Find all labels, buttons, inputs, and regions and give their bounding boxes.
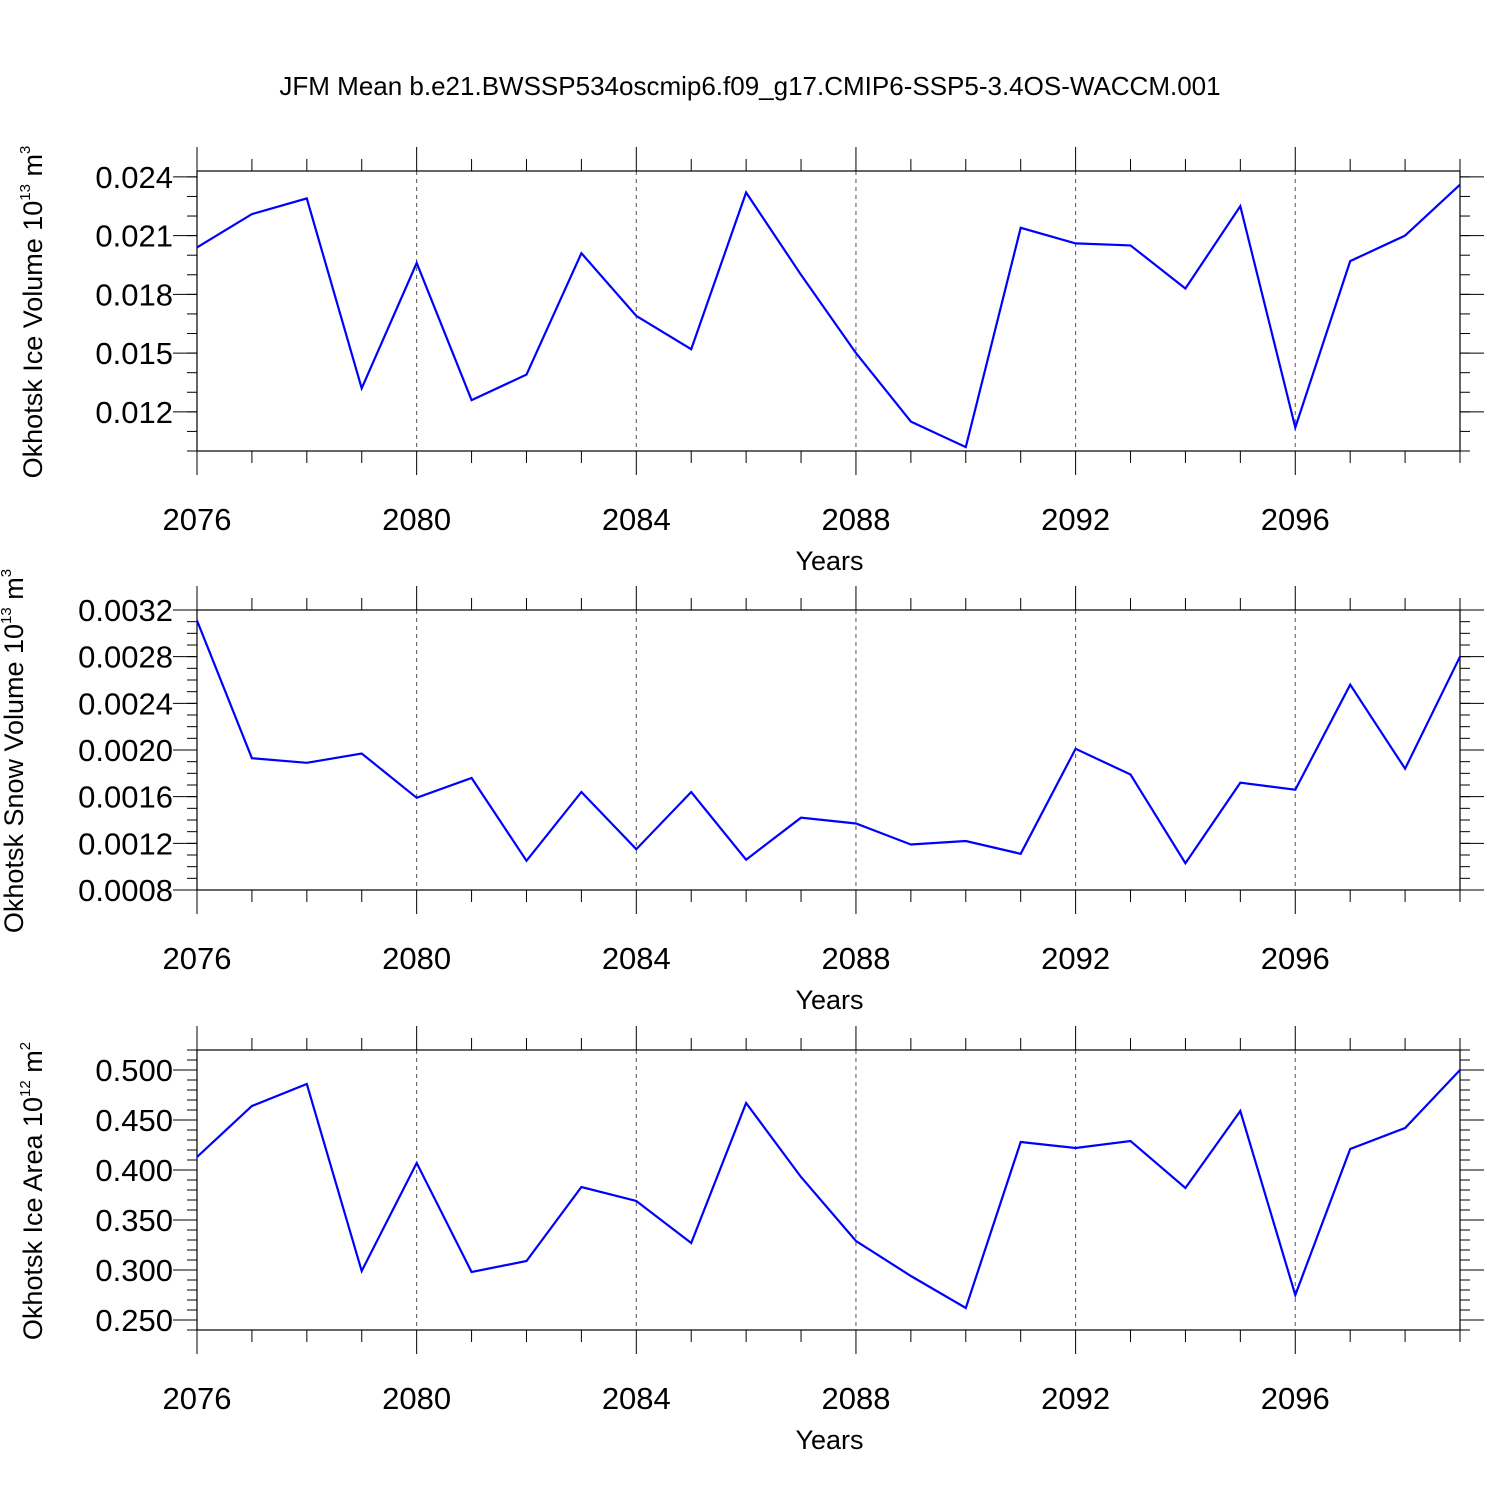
series-line [196,1069,1461,1310]
panel-ice-area: 2076 2080 2084 2088 2092 2096 0.250 0.300 0.350 0… [17,1026,1484,1455]
x-tick-label: 2096 [1261,941,1330,976]
y-tick-label: 0.0032 [78,593,173,628]
y-tick-label: 0.500 [95,1053,173,1088]
y-tick-label: 0.250 [95,1303,173,1338]
y-axis-label-unit-exponent: 3 [0,569,15,577]
y-tick-label: 0.0012 [78,826,173,861]
x-axis-label: Years [795,985,863,1015]
y-axis-label: Okhotsk Ice Volume 1013 m3 [17,146,48,479]
plot-frame [196,609,1461,891]
x-tick-label: 2088 [821,941,890,976]
y-tick-label: 0.350 [95,1203,173,1238]
y-tick-label: 0.0016 [78,780,173,815]
panel-snow-volume: 2076 2080 2084 2088 2092 2096 0.0008 0.0012 0.00… [0,569,1484,1015]
y-tick-label: 0.0028 [78,640,173,675]
series-line [195,620,1461,866]
x-tick-label: 2088 [821,502,890,537]
y-tick-label: 0.0008 [78,873,173,908]
y-tick-label: 0.300 [95,1253,173,1288]
figure-title: JFM Mean b.e21.BWSSP534oscmip6.f09_g17.C… [279,71,1220,101]
y-tick-label: 0.0020 [78,733,173,768]
x-tick-label: 2080 [382,941,451,976]
y-tick-label: 0.0024 [78,686,173,721]
y-axis-label-exponent: 13 [17,184,34,201]
y-axis-label-main: Okhotsk Ice Volume 10 [18,201,48,479]
y-tick-label: 0.450 [95,1103,173,1138]
x-tick-label: 2096 [1261,502,1330,537]
x-tick-label: 2076 [163,1381,232,1416]
y-axis-label-unit: m [0,577,29,607]
x-tick-label: 2084 [602,941,671,976]
series-line [196,183,1461,449]
y-axis-label-exponent: 13 [0,607,15,624]
x-tick-label: 2076 [163,941,232,976]
y-tick-label: 0.018 [95,277,173,312]
y-axis-label-unit: m [18,1050,48,1080]
y-axis-label-main: Okhotsk Ice Area 10 [18,1097,48,1340]
x-tick-label: 2088 [821,1381,890,1416]
x-tick-label: 2084 [602,502,671,537]
x-axis-label: Years [795,1425,863,1455]
y-axis-label-unit-exponent: 3 [17,146,34,154]
y-axis-label: Okhotsk Ice Area 1012 m2 [17,1042,48,1340]
x-tick-label: 2076 [163,502,232,537]
x-tick-label: 2080 [382,1381,451,1416]
x-tick-label: 2092 [1041,502,1110,537]
panel-ice-volume: 2076 2080 2084 2088 2092 2096 0.012 0.015 0.018 0… [17,146,1484,576]
y-tick-label: 0.400 [95,1153,173,1188]
x-tick-label: 2080 [382,502,451,537]
y-axis-label-exponent: 12 [17,1080,34,1097]
y-axis-label-unit: m [18,154,48,184]
y-axis-label-main: Okhotsk Snow Volume 10 [0,624,29,933]
plot-frame [196,1049,1461,1331]
x-tick-label: 2092 [1041,941,1110,976]
x-tick-label: 2084 [602,1381,671,1416]
y-tick-label: 0.015 [95,336,173,371]
x-tick-label: 2096 [1261,1381,1330,1416]
x-tick-label: 2092 [1041,1381,1110,1416]
y-tick-label: 0.021 [95,219,173,254]
y-tick-label: 0.012 [95,395,173,430]
y-axis-label-unit-exponent: 2 [17,1042,34,1050]
y-tick-label: 0.024 [95,160,173,195]
plot-frame [196,170,1461,452]
y-axis-label: Okhotsk Snow Volume 1013 m3 [0,569,29,933]
x-axis-label: Years [795,546,863,576]
